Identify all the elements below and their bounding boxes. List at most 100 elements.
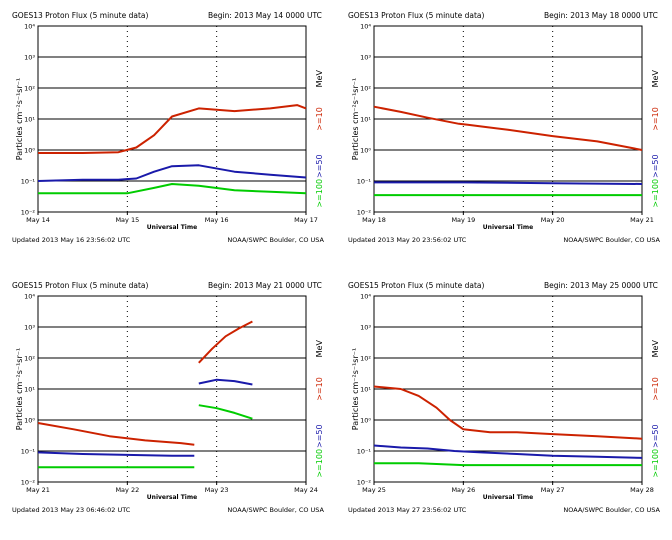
updated-label: Updated 2013 May 20 23:56:02 UTC	[348, 236, 467, 244]
updated-label: Updated 2013 May 23 06:46:02 UTC	[12, 506, 131, 514]
legend-entry: >=100	[315, 179, 324, 208]
x-tick-label: May 14	[26, 216, 50, 224]
x-tick-label: May 21	[26, 486, 50, 494]
x-tick-label: May 24	[294, 486, 318, 494]
chart-panel-1: GOES13 Proton Flux (5 minute data) Begin:…	[0, 0, 336, 270]
x-tick-label: May 28	[630, 486, 654, 494]
y-tick-label: 10⁻²	[21, 479, 36, 487]
credit-label: NOAA/SWPC Boulder, CO USA	[563, 506, 660, 514]
legend-entry: >=100	[315, 449, 324, 478]
y-tick-label: 10⁰	[360, 417, 371, 425]
y-unit-label: MeV	[315, 340, 324, 358]
y-tick-label: 10⁻¹	[357, 448, 372, 456]
series-line-ge100	[198, 404, 253, 420]
y-tick-label: 10²	[24, 85, 35, 93]
legend-entry: >=10	[315, 107, 324, 131]
y-tick-label: 10³	[360, 324, 371, 332]
x-axis-label: Universal Time	[147, 494, 197, 501]
x-tick-label: May 23	[205, 486, 229, 494]
credit-label: NOAA/SWPC Boulder, CO USA	[227, 236, 324, 244]
chart-title: GOES13 Proton Flux (5 minute data)	[348, 11, 484, 20]
series-line-ge10	[37, 422, 195, 446]
chart-svg-2: GOES13 Proton Flux (5 minute data) Begin:…	[348, 11, 661, 244]
y-axis-label: Particles cm⁻²s⁻¹sr⁻¹	[351, 78, 360, 160]
legend-entry: >=10	[651, 107, 660, 131]
y-tick-label: 10⁻²	[357, 479, 372, 487]
begin-label: Begin: 2013 May 18 0000 UTC	[544, 11, 658, 20]
legend-entry: >=50	[315, 424, 324, 448]
y-tick-label: 10³	[24, 54, 35, 62]
x-axis-label: Universal Time	[483, 494, 533, 501]
begin-label: Begin: 2013 May 21 0000 UTC	[208, 281, 322, 290]
y-tick-label: 10²	[360, 355, 371, 363]
y-unit-label: MeV	[651, 70, 660, 88]
series-line-ge10	[373, 105, 643, 151]
chart-svg-4: GOES15 Proton Flux (5 minute data) Begin:…	[348, 281, 661, 514]
y-tick-label: 10⁻²	[357, 209, 372, 217]
legend-entry: >=10	[315, 377, 324, 401]
y-tick-label: 10⁰	[24, 147, 35, 155]
legend-entry: >=50	[315, 154, 324, 178]
y-tick-label: 10¹	[24, 116, 35, 124]
x-tick-label: May 15	[115, 216, 139, 224]
x-tick-label: May 16	[205, 216, 229, 224]
begin-label: Begin: 2013 May 14 0000 UTC	[208, 11, 322, 20]
x-tick-label: May 21	[630, 216, 654, 224]
y-axis-label: Particles cm⁻²s⁻¹sr⁻¹	[15, 78, 24, 160]
legend-entry: >=10	[651, 377, 660, 401]
x-tick-label: May 25	[362, 486, 386, 494]
series-line-ge10	[38, 104, 307, 154]
y-tick-label: 10¹	[360, 116, 371, 124]
x-tick-label: May 19	[451, 216, 475, 224]
y-tick-label: 10²	[360, 85, 371, 93]
x-tick-label: May 22	[115, 486, 139, 494]
series-line-ge10	[373, 385, 643, 440]
y-tick-label: 10³	[24, 324, 35, 332]
y-unit-label: MeV	[315, 70, 324, 88]
begin-label: Begin: 2013 May 25 0000 UTC	[544, 281, 658, 290]
y-tick-label: 10¹	[360, 386, 371, 394]
y-tick-label: 10⁰	[360, 147, 371, 155]
y-tick-label: 10⁰	[24, 417, 35, 425]
y-tick-label: 10⁻²	[21, 209, 36, 217]
legend-entry: >=50	[651, 424, 660, 448]
x-tick-label: May 20	[541, 216, 565, 224]
y-tick-label: 10⁻¹	[21, 178, 36, 186]
chart-svg-3: GOES15 Proton Flux (5 minute data) Begin:…	[12, 281, 325, 514]
y-axis-label: Particles cm⁻²s⁻¹sr⁻¹	[15, 348, 24, 430]
y-unit-label: MeV	[651, 340, 660, 358]
series-line-ge50	[198, 378, 253, 386]
credit-label: NOAA/SWPC Boulder, CO USA	[227, 506, 324, 514]
updated-label: Updated 2013 May 16 23:56:02 UTC	[12, 236, 131, 244]
y-axis-label: Particles cm⁻²s⁻¹sr⁻¹	[351, 348, 360, 430]
updated-label: Updated 2013 May 27 23:56:02 UTC	[348, 506, 467, 514]
legend-entry: >=100	[651, 179, 660, 208]
y-tick-label: 10⁴	[360, 23, 371, 31]
x-tick-label: May 18	[362, 216, 386, 224]
chart-svg-1: GOES13 Proton Flux (5 minute data) Begin:…	[12, 11, 325, 244]
y-tick-label: 10⁻¹	[21, 448, 36, 456]
chart-title: GOES15 Proton Flux (5 minute data)	[12, 281, 148, 290]
x-tick-label: May 27	[541, 486, 565, 494]
chart-panel-3: GOES15 Proton Flux (5 minute data) Begin:…	[0, 270, 336, 540]
series-line-ge10	[198, 320, 253, 364]
y-tick-label: 10¹	[24, 386, 35, 394]
series-line-ge50	[374, 181, 643, 185]
y-tick-label: 10²	[24, 355, 35, 363]
y-tick-label: 10⁴	[24, 23, 35, 31]
y-tick-label: 10³	[360, 54, 371, 62]
x-tick-label: May 17	[294, 216, 318, 224]
chart-panel-2: GOES13 Proton Flux (5 minute data) Begin:…	[336, 0, 672, 270]
series-line-ge50	[37, 164, 307, 182]
y-tick-label: 10⁻¹	[357, 178, 372, 186]
series-line-ge50	[37, 451, 195, 457]
chart-panel-4: GOES15 Proton Flux (5 minute data) Begin:…	[336, 270, 672, 540]
chart-title: GOES15 Proton Flux (5 minute data)	[348, 281, 484, 290]
chart-title: GOES13 Proton Flux (5 minute data)	[12, 11, 148, 20]
legend-entry: >=100	[651, 449, 660, 478]
x-axis-label: Universal Time	[483, 224, 533, 231]
x-axis-label: Universal Time	[147, 224, 197, 231]
series-line-ge50	[373, 444, 643, 459]
x-tick-label: May 26	[451, 486, 475, 494]
series-line-ge100	[38, 183, 307, 195]
